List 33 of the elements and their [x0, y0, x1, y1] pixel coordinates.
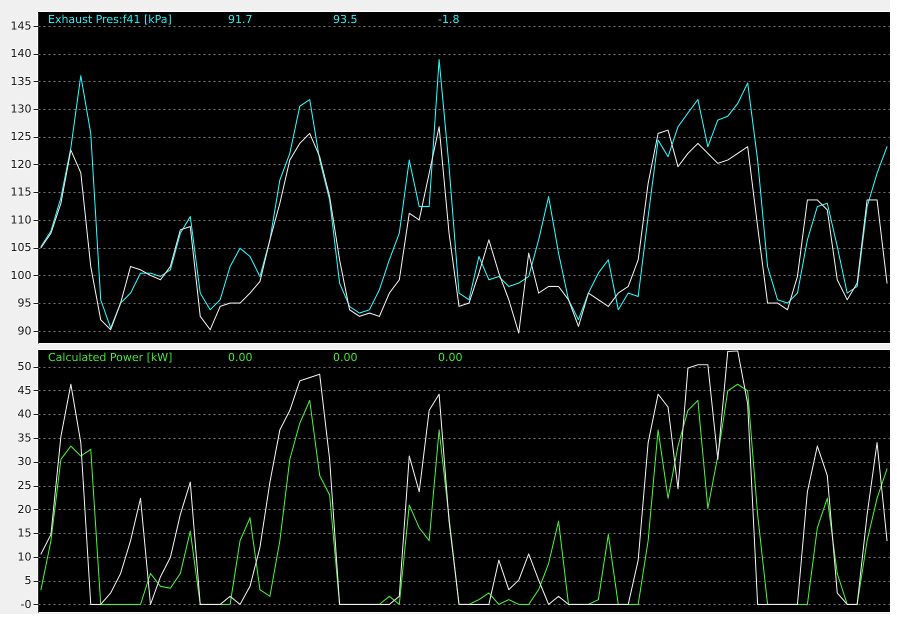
y-tick-label: 5: [24, 574, 32, 588]
y-tick-label: 140: [10, 47, 32, 60]
annotation: -1.8: [438, 13, 460, 26]
y-tick-label: 125: [10, 130, 32, 144]
y-tick-label: 30: [18, 455, 32, 468]
y-tick-label: 95: [18, 296, 32, 310]
y-tick-label: 50: [18, 360, 32, 374]
y-tick-label: 90: [18, 324, 32, 338]
y-tick-label: 35: [18, 431, 32, 444]
y-tick-label: 145: [10, 19, 32, 32]
chart-title: Calculated Power [kW]: [48, 351, 172, 364]
y-tick-label: 115: [10, 186, 32, 199]
chart-title: Exhaust Pres:f41 [kPa]: [48, 13, 172, 26]
y-tick-label: 10: [18, 550, 32, 564]
y-tick-label: 40: [18, 408, 32, 421]
y-tick-label: 25: [18, 479, 32, 492]
annotation: 0.00: [438, 351, 462, 364]
y-tick-label: -0: [20, 598, 32, 611]
y-tick-label: 120: [10, 158, 32, 171]
annotation: 0.00: [228, 351, 252, 364]
y-tick-label: 15: [18, 526, 32, 540]
y-tick-label: 110: [10, 213, 32, 226]
y-tick-label: 45: [18, 384, 32, 397]
y-tick-label: 100: [10, 268, 32, 282]
line-series: [40, 59, 888, 329]
annotation: 91.7: [228, 13, 252, 26]
line-series: [40, 126, 888, 334]
annotation: 0.00: [333, 351, 358, 364]
y-tick-label: 130: [10, 102, 32, 116]
y-tick-label: 105: [10, 241, 32, 254]
y-tick-label: 135: [10, 74, 32, 88]
annotation: 93.5: [333, 13, 358, 26]
y-tick-label: 20: [18, 502, 32, 516]
